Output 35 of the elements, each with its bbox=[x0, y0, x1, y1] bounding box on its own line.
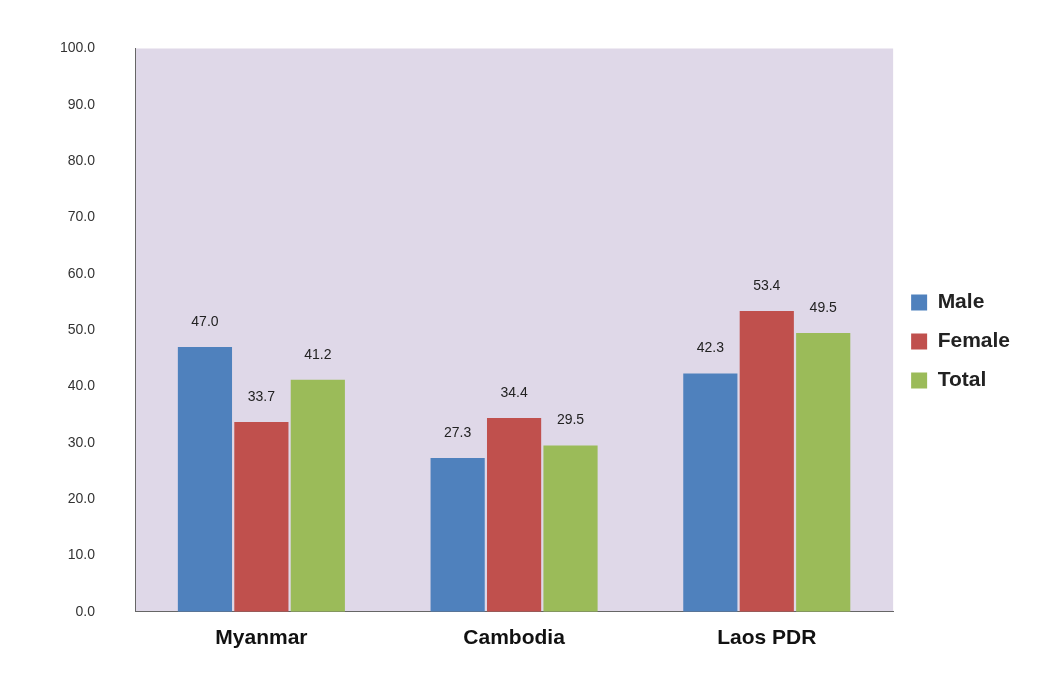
data-label: 41.2 bbox=[304, 345, 332, 362]
legend-label: Female bbox=[937, 328, 1010, 352]
x-tick-label: Myanmar bbox=[215, 625, 308, 649]
data-label: 42.3 bbox=[696, 339, 725, 356]
bar bbox=[486, 417, 542, 612]
bar bbox=[796, 332, 851, 612]
data-label: 33.7 bbox=[247, 387, 276, 404]
y-tick-label: 70.0 bbox=[67, 208, 96, 225]
y-tick-label: 20.0 bbox=[67, 489, 96, 506]
data-label: 49.5 bbox=[809, 298, 838, 315]
y-tick-label: 50.0 bbox=[67, 320, 96, 337]
y-tick-label: 100.0 bbox=[59, 39, 96, 56]
bar bbox=[234, 421, 289, 612]
y-tick-label: 0.0 bbox=[75, 602, 96, 619]
y-tick-label: 80.0 bbox=[67, 151, 96, 168]
data-label: 53.4 bbox=[753, 276, 781, 293]
bar bbox=[543, 445, 598, 612]
bar bbox=[430, 457, 485, 612]
bar bbox=[683, 373, 738, 612]
y-tick-label: 30.0 bbox=[67, 433, 96, 450]
data-label: 47.0 bbox=[191, 312, 219, 329]
data-label: 34.4 bbox=[500, 383, 528, 400]
bar bbox=[290, 379, 345, 612]
x-tick-label: Laos PDR bbox=[717, 625, 817, 649]
y-tick-label: 10.0 bbox=[67, 546, 96, 563]
legend-label: Total bbox=[937, 367, 987, 391]
bar bbox=[739, 310, 794, 612]
bar bbox=[177, 347, 233, 612]
x-tick-label: Cambodia bbox=[463, 625, 566, 649]
legend-label: Male bbox=[937, 289, 985, 313]
y-tick-label: 40.0 bbox=[67, 377, 96, 394]
data-label: 27.3 bbox=[444, 423, 472, 440]
data-label: 29.5 bbox=[556, 411, 585, 428]
y-tick-label: 60.0 bbox=[67, 264, 96, 281]
y-tick-label: 90.0 bbox=[67, 95, 96, 112]
